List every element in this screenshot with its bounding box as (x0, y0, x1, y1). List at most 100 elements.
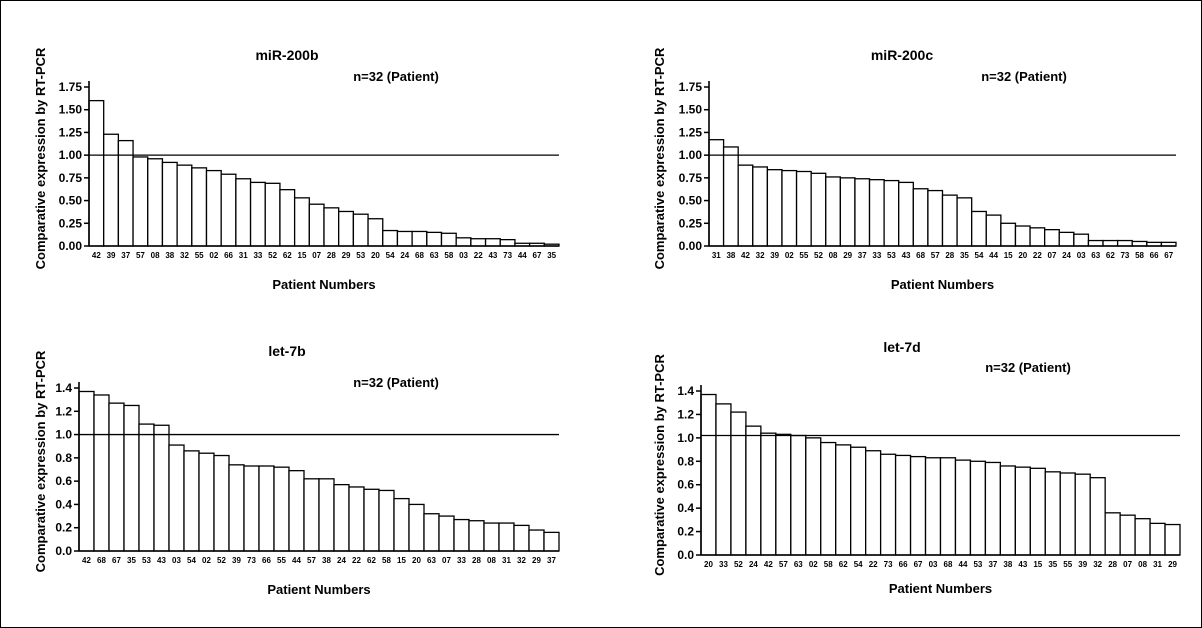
x-tick-label: 33 (457, 556, 466, 565)
x-tick-label: 32 (517, 556, 526, 565)
x-tick-label: 24 (400, 251, 409, 260)
bar-66 (220, 173, 237, 247)
bar-37 (984, 461, 1002, 556)
x-tick-label: 68 (415, 251, 424, 260)
bar-20 (408, 503, 425, 552)
y-tick-label: 1.00 (59, 148, 83, 162)
bar-38 (722, 146, 739, 247)
bar-63 (1087, 239, 1104, 247)
bar-37 (117, 139, 134, 247)
x-tick-label: 62 (367, 556, 376, 565)
bar-07 (1119, 514, 1136, 556)
y-tick-label: 0.2 (55, 521, 72, 535)
x-tick-label: 02 (785, 251, 794, 260)
y-tick-label: 0.00 (679, 239, 703, 253)
x-tick-label: 29 (1168, 560, 1177, 569)
x-tick-label: 67 (533, 251, 542, 260)
bar-02 (781, 169, 798, 247)
bar-52 (810, 172, 827, 247)
x-tick-label: 08 (1138, 560, 1147, 569)
bar-58 (440, 232, 457, 247)
x-tick-label: 07 (442, 556, 451, 565)
y-tick-label: 0.50 (679, 194, 703, 208)
x-tick-label: 28 (327, 251, 336, 260)
bar-42 (737, 164, 754, 247)
bar-38 (161, 161, 178, 247)
bar-55 (273, 466, 290, 552)
x-tick-label: 55 (277, 556, 286, 565)
y-tick-label: 1.4 (677, 384, 694, 398)
x-tick-label: 38 (165, 251, 174, 260)
x-tick-label: 32 (180, 251, 189, 260)
x-tick-label: 67 (112, 556, 121, 565)
x-tick-label: 43 (1018, 560, 1027, 569)
x-tick-label: 33 (719, 560, 728, 569)
bar-31 (1149, 522, 1166, 556)
bar-24 (745, 425, 762, 556)
bar-22 (1029, 227, 1046, 247)
x-tick-label: 68 (944, 560, 953, 569)
x-tick-label: 66 (224, 251, 233, 260)
x-tick-label: 44 (989, 251, 998, 260)
bar-55 (1059, 472, 1076, 556)
x-tick-label: 53 (142, 556, 151, 565)
x-tick-label: 57 (136, 251, 145, 260)
y-tick-label: 0.8 (677, 454, 694, 468)
x-tick-label: 38 (1003, 560, 1012, 569)
x-tick-label: 55 (1063, 560, 1072, 569)
bar-54 (850, 446, 867, 556)
y-tick-label: 1.25 (679, 125, 703, 139)
bar-22 (470, 238, 487, 247)
bar-44 (288, 470, 305, 552)
x-tick-label: 43 (157, 556, 166, 565)
bar-68 (93, 394, 110, 552)
bar-28 (941, 194, 958, 247)
bar-35 (1044, 471, 1061, 556)
x-tick-label: 44 (292, 556, 301, 565)
x-tick-label: 22 (1033, 251, 1042, 260)
bar-31 (235, 178, 252, 247)
x-tick-label: 31 (1153, 560, 1162, 569)
bar-03 (1073, 233, 1090, 247)
bar-38 (318, 478, 335, 552)
x-tick-label: 20 (412, 556, 421, 565)
x-tick-label: 02 (202, 556, 211, 565)
x-tick-label: 29 (843, 251, 852, 260)
x-tick-label: 15 (397, 556, 406, 565)
bar-58 (820, 441, 837, 556)
x-tick-label: 43 (488, 251, 497, 260)
x-tick-label: 57 (931, 251, 940, 260)
bar-32 (752, 166, 769, 247)
bar-53 (883, 179, 900, 247)
bar-57 (132, 156, 149, 247)
x-tick-label: 35 (960, 251, 969, 260)
bar-53 (138, 423, 155, 552)
bar-28 (1104, 512, 1121, 556)
x-tick-label: 66 (899, 560, 908, 569)
x-tick-label: 67 (1164, 251, 1173, 260)
bar-08 (825, 176, 841, 247)
bar-42 (78, 390, 95, 552)
x-tick-label: 73 (1120, 251, 1129, 260)
bar-44 (985, 214, 1002, 247)
bar-22 (348, 486, 365, 552)
bar-52 (730, 411, 747, 556)
y-tick-label: 1.0 (677, 431, 694, 445)
x-tick-label: 58 (1135, 251, 1144, 260)
bar-33 (715, 403, 732, 556)
bar-24 (396, 230, 413, 247)
x-tick-label: 62 (839, 560, 848, 569)
bar-43 (484, 238, 501, 247)
x-tick-label: 31 (502, 556, 511, 565)
bar-02 (198, 452, 215, 552)
bar-15 (393, 497, 410, 552)
bar-03 (455, 237, 472, 247)
x-tick-label: 24 (1062, 251, 1071, 260)
x-tick-label: 42 (741, 251, 750, 260)
x-tick-label: 73 (247, 556, 256, 565)
y-tick-label: 1.75 (679, 80, 703, 94)
bar-32 (176, 164, 193, 247)
x-tick-label: 08 (151, 251, 160, 260)
x-axis-label: Patient Numbers (272, 277, 375, 292)
